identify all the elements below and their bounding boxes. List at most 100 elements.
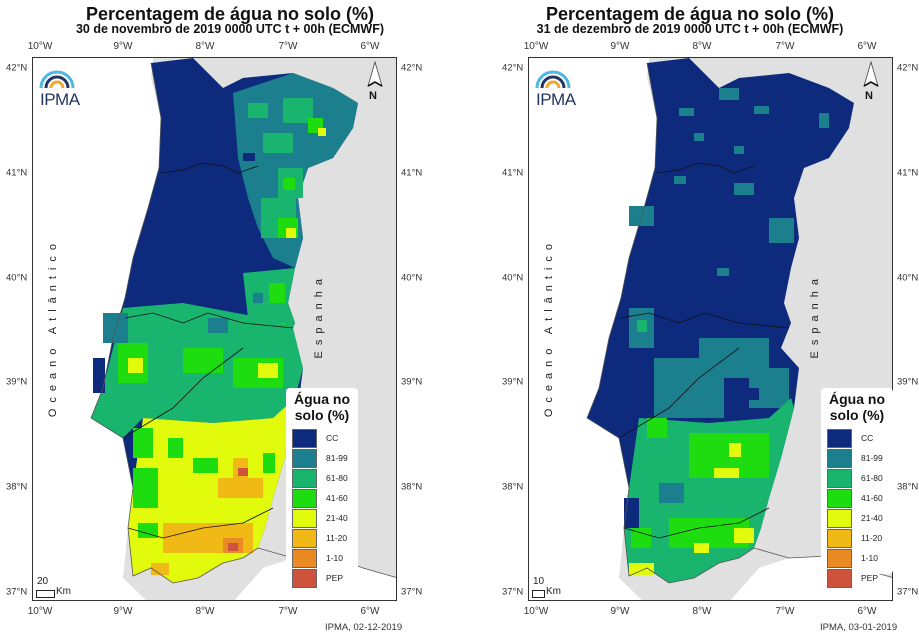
lon-tick-bottom: 8°W xyxy=(692,606,712,617)
legend-item: 41-60 xyxy=(827,489,887,508)
lat-tick-right: 41°N xyxy=(897,167,919,179)
legend-swatch xyxy=(827,529,852,548)
legend: Água no solo (%) CC 81-99 61-80 41-60 21… xyxy=(821,388,893,588)
ipma-logo-text: IPMA xyxy=(536,90,576,109)
lon-tick-top: 10°W xyxy=(27,41,53,52)
legend-item: CC xyxy=(292,429,352,448)
lat-tick-right: 38°N xyxy=(401,481,423,493)
lon-tick-top: 8°W xyxy=(195,41,215,52)
scale-value: 10 xyxy=(533,576,545,587)
legend-item: 61-80 xyxy=(292,469,352,488)
map-title: Percentagem de água no solo (%) xyxy=(545,4,835,24)
legend-title: Água no solo (%) xyxy=(294,391,350,423)
legend-swatch xyxy=(292,549,317,568)
lon-tick-top: 7°W xyxy=(278,41,298,52)
legend-item: 11-20 xyxy=(292,529,352,548)
lon-tick-bottom: 6°W xyxy=(360,606,380,617)
legend-item: 81-99 xyxy=(292,449,352,468)
lon-tick-bottom: 6°W xyxy=(857,606,877,617)
lon-tick-bottom: 7°W xyxy=(278,606,298,617)
legend-item: PEP xyxy=(292,569,352,588)
legend-swatch xyxy=(827,569,852,588)
legend-swatch xyxy=(292,489,317,508)
lat-tick-left: 39°N xyxy=(502,376,524,388)
legend-item: 61-80 xyxy=(827,469,887,488)
legend-title: Água no solo (%) xyxy=(829,391,885,423)
map-panel-november: Percentagem de água no solo (%) 30 de no… xyxy=(6,4,423,633)
credit-text: IPMA, 03-01-2019 xyxy=(820,622,898,633)
lon-tick-top: 6°W xyxy=(857,41,877,52)
legend-item: 1-10 xyxy=(827,549,887,568)
legend-item: 21-40 xyxy=(827,509,887,528)
lon-tick-top: 9°W xyxy=(610,41,630,52)
lat-tick-right: 42°N xyxy=(897,62,919,74)
legend-swatch xyxy=(827,549,852,568)
legend-item: CC xyxy=(827,429,887,448)
map-subtitle: 30 de novembro de 2019 0000 UTC t + 00h … xyxy=(75,22,385,36)
ocean-label: Oceano Atlântico xyxy=(543,238,555,418)
lat-tick-left: 37°N xyxy=(6,586,28,598)
lat-tick-left: 42°N xyxy=(502,62,524,74)
lat-tick-left: 40°N xyxy=(502,272,524,284)
north-arrow-icon xyxy=(863,60,879,87)
legend-item: 11-20 xyxy=(827,529,887,548)
lon-tick-bottom: 9°W xyxy=(113,606,133,617)
legend-item: 81-99 xyxy=(827,449,887,468)
legend-swatch xyxy=(827,489,852,508)
north-arrow-icon xyxy=(367,60,383,87)
legend-swatch xyxy=(292,449,317,468)
lat-tick-left: 38°N xyxy=(502,481,524,493)
scale-box xyxy=(36,590,55,598)
lon-tick-top: 8°W xyxy=(692,41,712,52)
scale-box xyxy=(532,590,545,598)
spain-label: Espanha xyxy=(313,273,325,359)
lon-tick-bottom: 7°W xyxy=(775,606,795,617)
lat-tick-right: 38°N xyxy=(897,481,919,493)
legend-swatch xyxy=(827,429,852,448)
legend-item: 41-60 xyxy=(292,489,352,508)
lat-tick-right: 42°N xyxy=(401,62,423,74)
lat-tick-left: 39°N xyxy=(6,376,28,388)
north-label: N xyxy=(369,90,377,102)
lon-tick-top: 6°W xyxy=(360,41,380,52)
scale-unit: Km xyxy=(56,586,71,597)
legend-swatch xyxy=(292,469,317,488)
scale-unit: Km xyxy=(546,586,561,597)
lat-tick-right: 40°N xyxy=(401,272,423,284)
north-arrow: N xyxy=(364,60,386,102)
legend-item: 21-40 xyxy=(292,509,352,528)
legend: Água no solo (%) CC 81-99 61-80 41-60 21… xyxy=(286,388,358,588)
ipma-logo-text: IPMA xyxy=(40,90,80,109)
legend-swatch xyxy=(292,529,317,548)
ipma-rainbow-icon xyxy=(535,70,571,89)
legend-item: PEP xyxy=(827,569,887,588)
legend-swatch xyxy=(292,509,317,528)
ocean-label: Oceano Atlântico xyxy=(47,238,59,418)
map-panel-december: Percentagem de água no solo (%) 31 de de… xyxy=(460,0,919,640)
spain-label: Espanha xyxy=(809,273,821,359)
north-label: N xyxy=(865,90,873,102)
lon-tick-bottom: 10°W xyxy=(523,606,549,617)
ipma-rainbow-icon xyxy=(39,70,75,89)
map-subtitle: 31 de dezembro de 2019 0000 UTC t + 00h … xyxy=(536,22,844,36)
lat-tick-left: 38°N xyxy=(6,481,28,493)
lat-tick-left: 40°N xyxy=(6,272,28,284)
legend-swatch xyxy=(292,569,317,588)
lat-tick-right: 37°N xyxy=(897,586,919,598)
lon-tick-top: 10°W xyxy=(523,41,549,52)
lat-tick-right: 39°N xyxy=(401,376,423,388)
lat-tick-right: 41°N xyxy=(401,167,423,179)
lon-tick-bottom: 9°W xyxy=(610,606,630,617)
lon-tick-top: 9°W xyxy=(113,41,133,52)
credit-text: IPMA, 02-12-2019 xyxy=(325,622,403,633)
north-arrow: N xyxy=(860,60,882,102)
lat-tick-right: 40°N xyxy=(897,272,919,284)
ipma-logo: IPMA xyxy=(37,64,80,109)
legend-swatch xyxy=(292,429,317,448)
lon-tick-top: 7°W xyxy=(775,41,795,52)
lat-tick-right: 39°N xyxy=(897,376,919,388)
ipma-logo: IPMA xyxy=(533,64,576,109)
map-title: Percentagem de água no solo (%) xyxy=(85,4,375,24)
legend-swatch xyxy=(827,449,852,468)
lat-tick-left: 41°N xyxy=(6,167,28,179)
